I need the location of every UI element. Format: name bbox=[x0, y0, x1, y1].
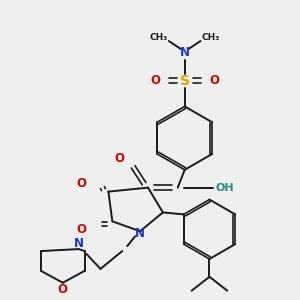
Text: O: O bbox=[150, 74, 160, 87]
Text: O: O bbox=[114, 152, 124, 165]
Text: N: N bbox=[135, 227, 145, 240]
Text: O: O bbox=[76, 223, 87, 236]
Text: S: S bbox=[180, 74, 190, 88]
Text: O: O bbox=[209, 74, 219, 87]
Text: CH₃: CH₃ bbox=[201, 33, 220, 42]
Text: O: O bbox=[58, 283, 68, 296]
Text: N: N bbox=[180, 46, 190, 59]
Text: CH₃: CH₃ bbox=[150, 33, 168, 42]
Text: N: N bbox=[74, 237, 84, 250]
Text: OH: OH bbox=[216, 183, 235, 193]
Text: O: O bbox=[76, 177, 87, 190]
